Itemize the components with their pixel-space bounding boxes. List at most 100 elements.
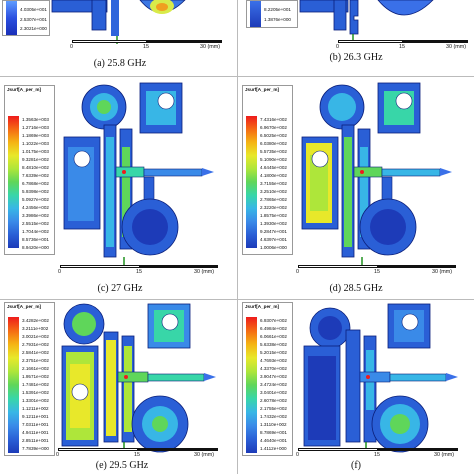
- legend-value: 1.4112e+000: [260, 446, 287, 451]
- legend-title: Jsurf[A_per_m]: [245, 87, 279, 92]
- legend-value: 4.9411e+001: [22, 430, 49, 435]
- legend-value: 3.4282e+002: [22, 318, 49, 323]
- legend-value: 1.2716e+003: [22, 125, 49, 130]
- legend-value: 8.9420e+000: [22, 245, 49, 250]
- legend-value: 2.1661e+002: [22, 366, 49, 371]
- panel-b-antenna-plot: [299, 0, 434, 42]
- panel-c-antenna-plot: [63, 82, 214, 265]
- legend-value: 1.3301e+002: [22, 398, 49, 403]
- legend-value: 2.1755e+002: [260, 406, 287, 411]
- legend-value: 4.6397e+001: [260, 237, 287, 242]
- panel-a-legend: 4.0305e+001 2.5307e+001 2.3021e+000: [2, 0, 50, 36]
- scale-tick: 15: [143, 44, 149, 50]
- panel-e-antenna-plot: [61, 303, 216, 453]
- legend-value: 4.0305e+001: [20, 7, 47, 12]
- legend-value: 2.3220e+002: [260, 205, 287, 210]
- legend-value: 8.7869e+001: [260, 430, 287, 435]
- panel-e-scale-bar: 0 15 30 (mm): [56, 448, 218, 458]
- panel-e: Jsurf[A_per_m] 3.4282e+002 3.2111e+002 3…: [0, 300, 237, 474]
- legend-value: 6.0380e+002: [260, 141, 287, 146]
- panel-c-legend-colorbar: [8, 116, 19, 248]
- legend-value: 8.5736e+001: [22, 237, 49, 242]
- legend-value: 3.3986e+002: [22, 213, 49, 218]
- legend-value: 2.3021e+000: [20, 26, 47, 31]
- scale-tick: 15: [134, 452, 140, 458]
- legend-value: 7.7839e+000: [22, 446, 49, 451]
- legend-value: 2.5841e+002: [22, 350, 49, 355]
- legend-value: 5.9398e+002: [22, 189, 49, 194]
- legend-value: 6.4984e+002: [260, 326, 287, 331]
- legend-value: 1.3876e+000: [264, 17, 291, 22]
- legend-value: 1.7044e+002: [22, 229, 49, 234]
- legend-value: 6.7868e+002: [22, 181, 49, 186]
- panel-a-caption: (a) 25.8 GHz: [93, 58, 147, 69]
- panel-f-legend-colorbar: [246, 317, 257, 453]
- panel-b-legend: 8.2205e+001 1.3876e+000: [246, 0, 298, 28]
- panel-a-legend-colorbar: [6, 1, 17, 35]
- scale-tick: 30 (mm): [194, 269, 215, 275]
- panel-c-caption: (c) 27 GHz: [97, 283, 143, 294]
- legend-value: 5.2015e+002: [260, 350, 287, 355]
- legend-value: 5.6338e+002: [260, 342, 287, 347]
- legend-value: 8.2205e+001: [264, 7, 291, 12]
- scale-tick: 30 (mm): [434, 452, 455, 458]
- legend-value: 6.5025e+002: [260, 133, 287, 138]
- legend-value: 4.2456e+002: [22, 205, 49, 210]
- legend-value: 1.1869e+003: [22, 133, 49, 138]
- legend-value: 6.0661e+002: [260, 334, 287, 339]
- legend-value: 9.2847e+001: [260, 229, 287, 234]
- panel-f-scale-bar: 0 15 30 (mm): [296, 448, 458, 458]
- legend-value: 4.1800e+002: [260, 173, 287, 178]
- panel-c-scale-bar: 0 15 30 (mm): [58, 265, 218, 275]
- legend-value: 1.0175e+003: [22, 149, 49, 154]
- scale-tick: 0: [56, 452, 59, 458]
- panel-a-scale-bar: 0 15 30 (mm): [70, 40, 222, 50]
- panel-a-antenna-plot: [51, 0, 186, 44]
- horizontal-divider-1: [0, 76, 474, 77]
- legend-value: 1.8575e+002: [260, 213, 287, 218]
- legend-value: 3.4724e+002: [260, 382, 287, 387]
- panel-c: Jsurf[A_per_m] 1.3563e+003 1.2716e+003 1…: [0, 77, 237, 299]
- panel-d-caption: (d) 28.5 GHz: [329, 283, 383, 294]
- panel-b-legend-colorbar: [250, 1, 261, 27]
- panel-f-caption: (f): [351, 460, 361, 471]
- panel-f-antenna-plot: [303, 303, 458, 453]
- legend-value: 5.0927e+002: [22, 197, 49, 202]
- panel-d-legend: Jsurf[A_per_m] 7.4316e+002 6.9670e+002 6…: [242, 85, 293, 255]
- panel-d: Jsurf[A_per_m] 7.4316e+002 6.9670e+002 6…: [238, 77, 474, 299]
- legend-value: 1.1211e+002: [22, 406, 49, 411]
- panel-f: Jsurf[A_per_m] 6.9307e+002 6.4984e+002 6…: [238, 300, 474, 474]
- legend-value: 8.4810e+002: [22, 165, 49, 170]
- legend-title: Jsurf[A_per_m]: [245, 304, 279, 309]
- legend-value: 4.4640e+001: [260, 438, 287, 443]
- legend-value: 4.6445e+002: [260, 165, 287, 170]
- legend-value: 2.5307e+001: [20, 17, 47, 22]
- legend-value: 5.1090e+002: [260, 157, 287, 162]
- legend-value: 2.3751e+002: [22, 358, 49, 363]
- panel-d-legend-colorbar: [246, 116, 257, 248]
- legend-value: 3.9047e+002: [260, 374, 287, 379]
- scale-tick: 30 (mm): [446, 44, 467, 50]
- legend-value: 7.4316e+002: [260, 117, 287, 122]
- legend-value: 4.7693e+002: [260, 358, 287, 363]
- vertical-divider: [237, 0, 238, 474]
- legend-value: 7.0311e+001: [22, 422, 49, 427]
- legend-value: 9.3281e+002: [22, 157, 49, 162]
- panel-d-scale-bar: 0 15 30 (mm): [296, 265, 456, 275]
- scale-tick: 30 (mm): [432, 269, 453, 275]
- legend-value: 1.3563e+003: [22, 117, 49, 122]
- legend-value: 3.2111e+002: [22, 326, 49, 331]
- legend-value: 2.7865e+002: [260, 197, 287, 202]
- legend-value: 1.0006e+000: [260, 245, 287, 250]
- legend-value: 2.5515e+002: [22, 221, 49, 226]
- panel-b: 8.2205e+001 1.3876e+000 0 15 30 (mm) (b)…: [238, 0, 474, 76]
- legend-value: 3.0401e+002: [260, 390, 287, 395]
- panel-e-caption: (e) 29.5 GHz: [95, 460, 149, 471]
- scale-tick: 0: [296, 269, 299, 275]
- scale-tick: 15: [374, 452, 380, 458]
- panel-b-caption: (b) 26.3 GHz: [329, 52, 383, 63]
- panel-d-antenna-plot: [301, 82, 452, 265]
- scale-tick: 15: [374, 269, 380, 275]
- legend-value: 9.1211e+001: [22, 414, 49, 419]
- panel-e-legend-colorbar: [8, 317, 19, 453]
